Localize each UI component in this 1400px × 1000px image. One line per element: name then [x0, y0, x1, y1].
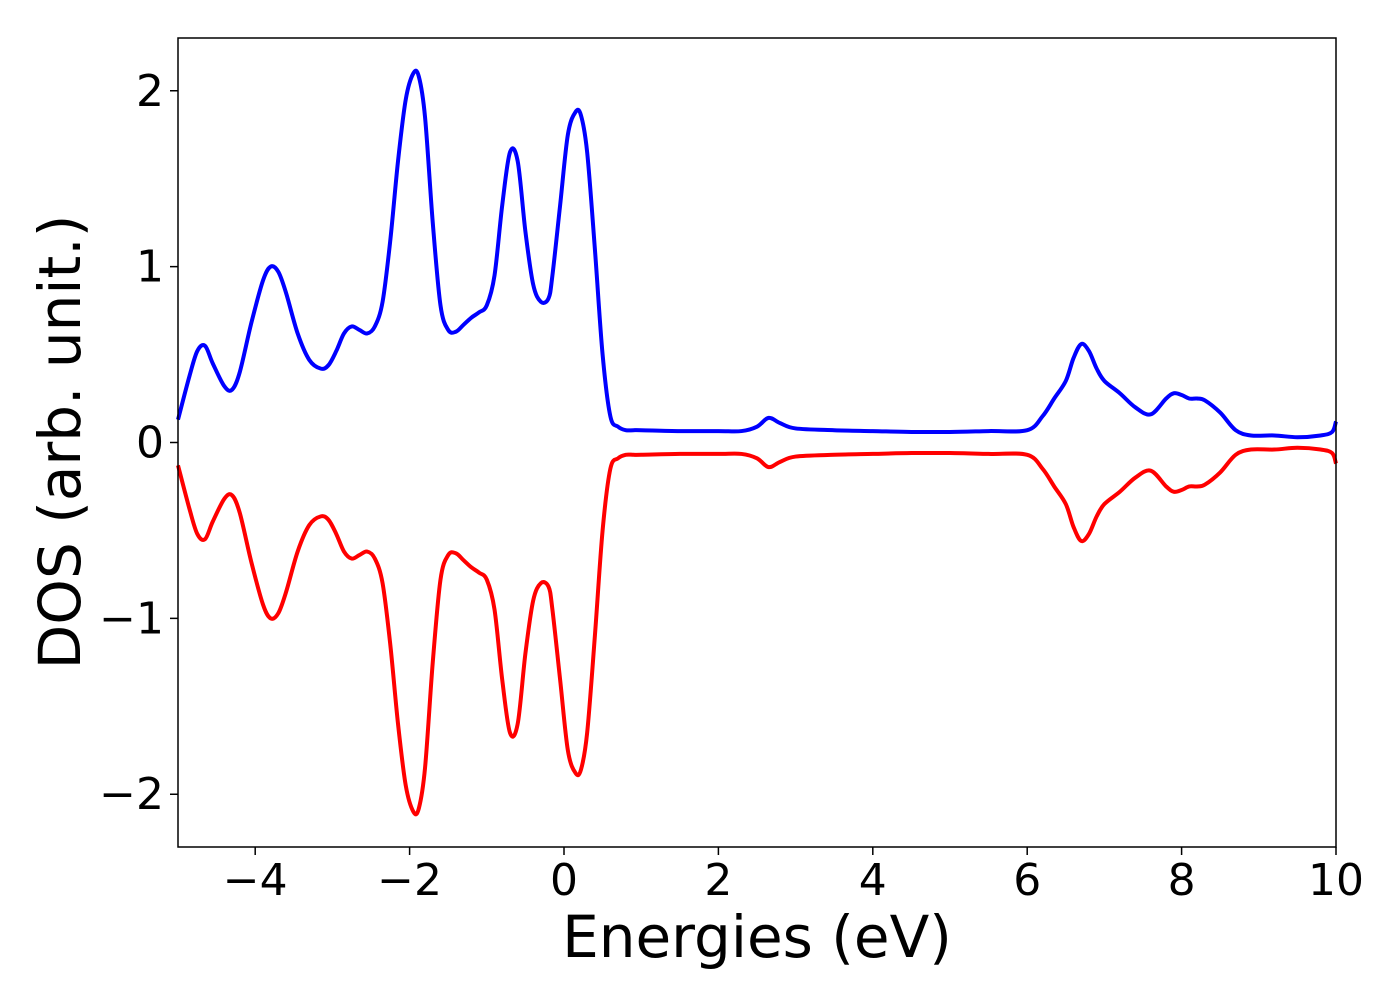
x-axis-ticks: −4 −2 0 2 4 6 8 10: [223, 847, 1364, 906]
y-tick-label: 1: [136, 242, 164, 293]
dos-spin-down-line: [176, 445, 1338, 817]
plot-frame: [177, 37, 1337, 848]
y-tick-label: −1: [99, 593, 164, 644]
y-tick-label: −2: [99, 769, 164, 820]
x-tick-label: 0: [550, 855, 578, 906]
x-tick-label: 8: [1168, 855, 1196, 906]
dos-spin-up-line: [176, 68, 1338, 440]
x-axis-label: Energies (eV): [562, 903, 952, 971]
x-tick-label: 10: [1308, 855, 1364, 906]
y-axis-label: DOS (arb. unit.): [26, 215, 94, 670]
series-layer: [176, 68, 1338, 817]
y-tick-label: 2: [136, 66, 164, 117]
x-tick-label: 4: [859, 855, 887, 906]
x-tick-label: −2: [377, 855, 442, 906]
y-tick-label: 0: [136, 418, 164, 469]
x-tick-label: 2: [704, 855, 732, 906]
x-tick-label: 6: [1013, 855, 1041, 906]
y-axis-ticks: −2 −1 0 1 2: [99, 66, 178, 820]
x-tick-label: −4: [223, 855, 288, 906]
